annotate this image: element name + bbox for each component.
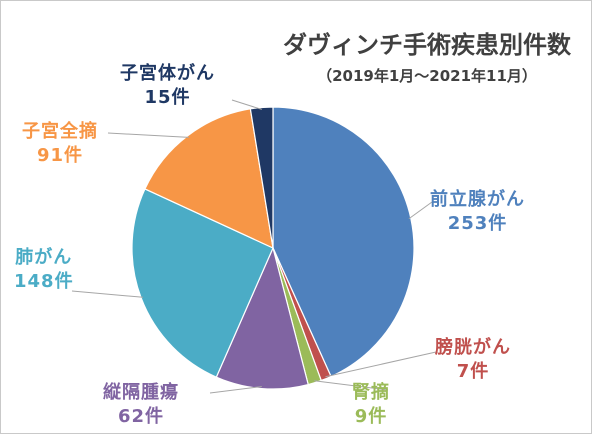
- chart-subtitle: （2019年1月～2021年11月）: [317, 67, 537, 85]
- pie-slices: [131, 106, 415, 390]
- leader-line-endometrial: [231, 99, 262, 110]
- slice-name: 膀胱がん: [435, 337, 511, 358]
- leader-line-prostate: [408, 201, 433, 220]
- leader-line-lung: [71, 290, 144, 298]
- pie-slice-endometrial: [249, 106, 274, 249]
- data-label-endometrial: 子宮体がん 15件: [120, 62, 215, 110]
- data-label-hysterectomy: 子宮全摘 91件: [22, 120, 98, 168]
- slice-value: 9件: [354, 406, 388, 427]
- slice-value: 91件: [36, 145, 84, 166]
- slice-name: 子宮体がん: [120, 63, 215, 84]
- data-label-nephrectomy: 腎摘 9件: [352, 381, 390, 429]
- data-label-prostate: 前立腺がん 253件: [430, 188, 525, 236]
- data-label-lung: 肺がん 148件: [14, 246, 74, 294]
- slice-name: 肺がん: [15, 247, 73, 268]
- leader-line-nephrectomy: [314, 380, 389, 391]
- leader-lines: [71, 99, 437, 394]
- slice-name: 縦隔腫瘍: [103, 382, 179, 403]
- leader-line-mediastinal: [209, 386, 262, 394]
- leader-line-hysterectomy: [107, 132, 189, 138]
- data-label-mediastinal: 縦隔腫瘍 62件: [103, 381, 179, 429]
- chart-title: ダヴィンチ手術疾患別件数: [283, 31, 571, 59]
- slice-name: 腎摘: [352, 382, 390, 403]
- slice-value: 7件: [456, 361, 490, 382]
- slice-value: 253件: [447, 213, 508, 234]
- pie-slice-hysterectomy: [144, 108, 274, 250]
- slice-value: 62件: [117, 406, 165, 427]
- slice-value: 148件: [14, 271, 74, 292]
- pie-slice-prostate: [272, 106, 415, 378]
- slice-name: 子宮全摘: [22, 121, 98, 142]
- pie-slice-lung: [131, 188, 274, 378]
- slice-value: 15件: [144, 87, 191, 108]
- leader-line-bladder: [325, 351, 437, 378]
- data-label-bladder: 膀胱がん 7件: [435, 336, 511, 384]
- pie-slice-mediastinal: [215, 246, 309, 390]
- slice-name: 前立腺がん: [430, 189, 525, 210]
